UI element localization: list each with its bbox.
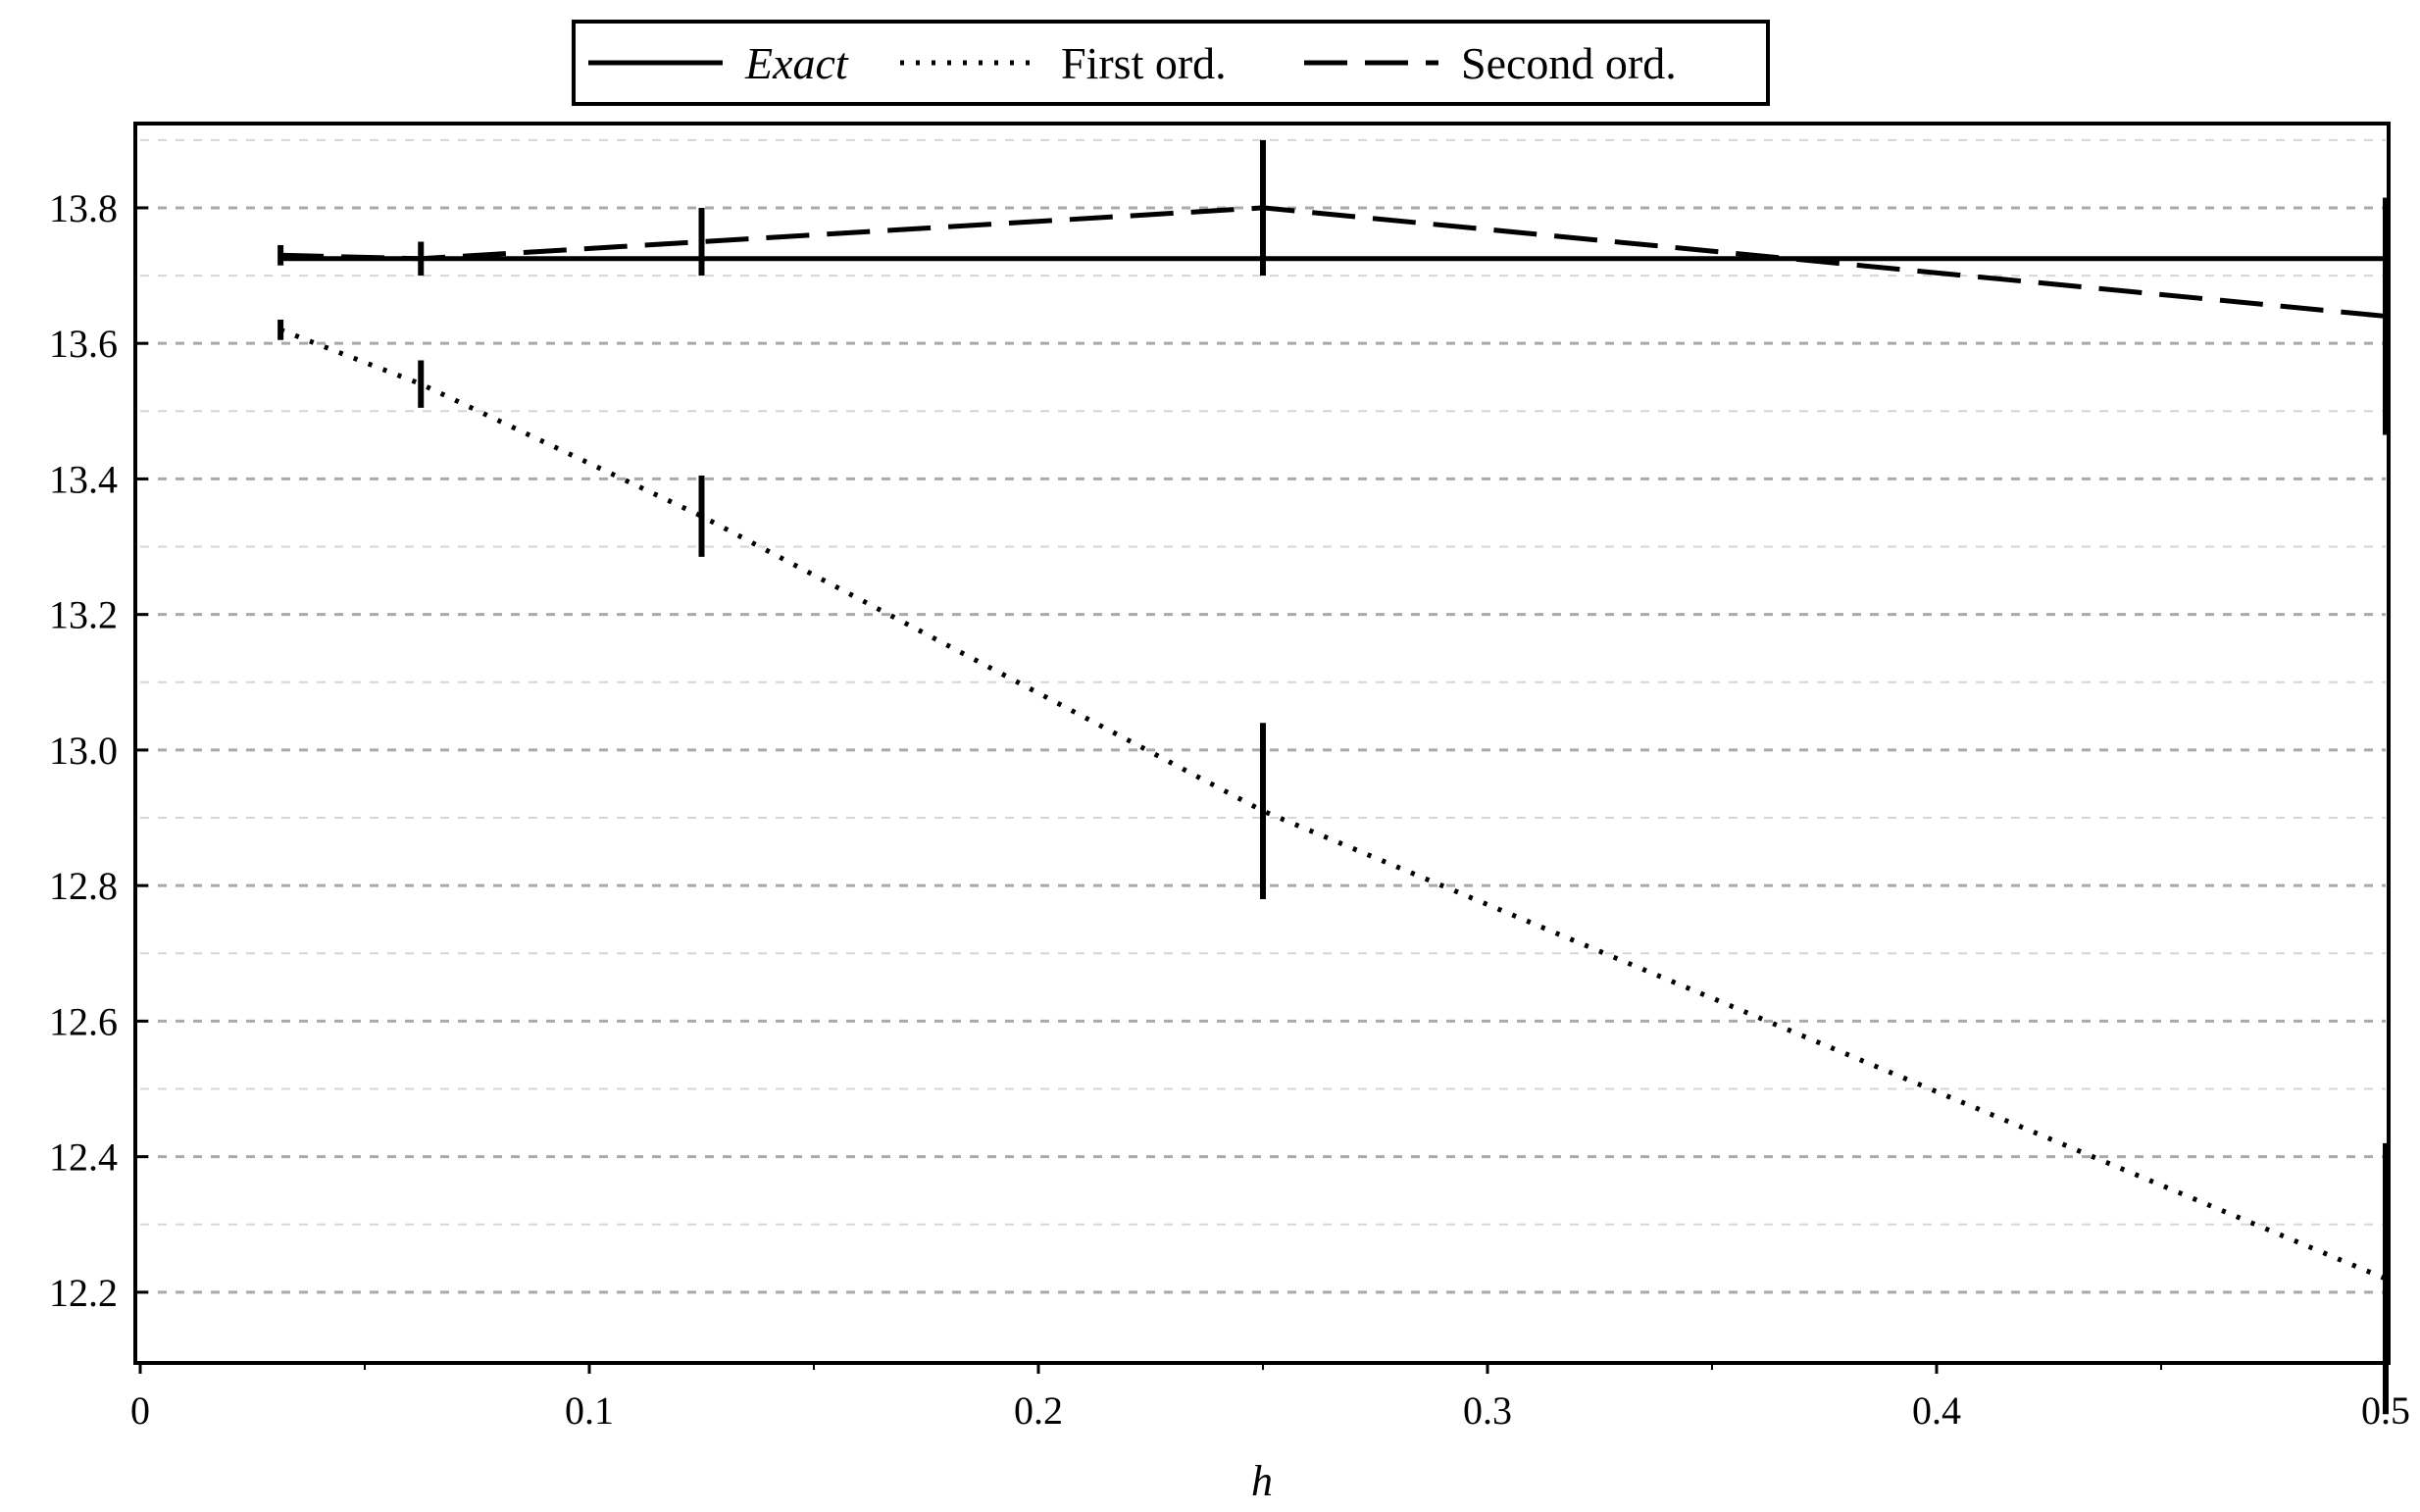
x-axis-title: h xyxy=(1251,1457,1273,1505)
series-line xyxy=(280,205,2387,319)
x-tick-label: 0 xyxy=(130,1388,150,1433)
gridlines xyxy=(140,138,2386,1294)
legend-label: Second ord. xyxy=(1461,38,1677,88)
y-axis: 12.2 12.4 12.6 12.8 13.0 13.2 13.4 13.6 13.8 xyxy=(49,186,148,1315)
legend-label: Exact xyxy=(744,38,849,88)
y-tick-label: 12.2 xyxy=(49,1271,118,1315)
y-tick-label: 13.8 xyxy=(49,186,118,230)
y-tick-label: 13.6 xyxy=(49,322,118,366)
legend-box xyxy=(572,20,1770,106)
x-tick-label: 0.5 xyxy=(2361,1388,2410,1433)
y-tick-label: 12.6 xyxy=(49,999,118,1043)
x-tick-label: 0.4 xyxy=(1912,1388,1961,1433)
y-tick-label: 12.4 xyxy=(49,1135,118,1180)
x-tick-label: 0.3 xyxy=(1463,1388,1512,1433)
legend-label: First ord. xyxy=(1061,38,1227,88)
plot-series xyxy=(277,139,2389,1415)
legend: Exact First ord. Second ord. xyxy=(572,20,1770,106)
plot-frame xyxy=(133,122,2391,1365)
y-tick-label: 13.2 xyxy=(49,593,118,637)
x-axis: 0 0.1 0.2 0.3 0.4 0.5 xyxy=(130,1364,2410,1433)
y-tick-label: 12.8 xyxy=(49,864,118,908)
x-tick-label: 0.2 xyxy=(1014,1388,1063,1433)
y-tick-label: 13.0 xyxy=(49,729,118,773)
x-tick-label: 0.1 xyxy=(565,1388,614,1433)
y-tick-label: 13.4 xyxy=(49,457,118,501)
